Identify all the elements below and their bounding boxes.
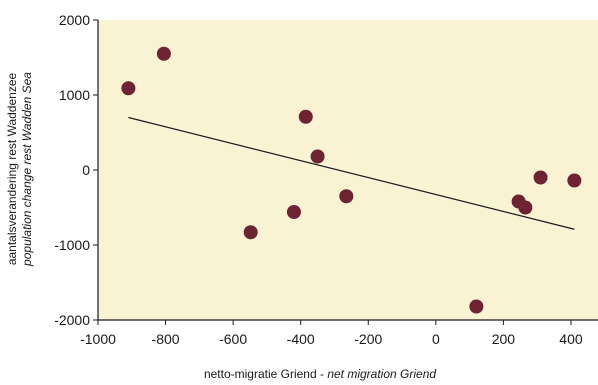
x-tick-label: -200 <box>354 331 382 347</box>
x-axis-label: netto-migratie Griend - net migration Gr… <box>204 367 436 381</box>
x-tick-label: -600 <box>219 331 247 347</box>
x-tick-label: -800 <box>152 331 180 347</box>
plot-background <box>98 20 598 320</box>
x-tick-label: -1000 <box>80 331 116 347</box>
y-tick-label: 1000 <box>59 87 90 103</box>
x-tick-label: 400 <box>559 331 583 347</box>
data-point <box>567 173 582 188</box>
data-point <box>310 149 325 164</box>
x-tick-label: 200 <box>492 331 516 347</box>
data-points <box>121 46 582 314</box>
y-tick-label: 0 <box>82 162 90 178</box>
x-tick-label: -400 <box>287 331 315 347</box>
data-point <box>298 109 313 124</box>
data-point <box>469 299 484 314</box>
y-axis-label-italic: population change rest Wadden Sea <box>20 72 34 267</box>
y-ticks: 2000 1000 0 -1000 -2000 <box>54 12 98 328</box>
data-point <box>243 225 258 240</box>
y-tick-label: -2000 <box>54 312 90 328</box>
data-point <box>156 46 171 61</box>
x-tick-label: 0 <box>432 331 440 347</box>
data-point <box>339 189 354 204</box>
data-point <box>286 205 301 219</box>
y-tick-label: 2000 <box>59 12 90 28</box>
data-point <box>121 81 136 96</box>
data-point <box>533 170 548 185</box>
x-ticks: -1000 -800 -600 -400 -200 0 200 400 <box>80 320 583 347</box>
y-axis-label: aantalsverandering rest Waddenzee <box>5 73 19 266</box>
trend-line <box>128 116 575 230</box>
y-tick-label: -1000 <box>54 237 90 253</box>
data-point <box>518 200 533 215</box>
